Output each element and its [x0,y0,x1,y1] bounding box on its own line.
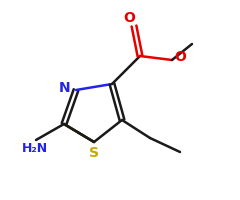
Text: S: S [89,146,99,160]
Text: O: O [123,11,135,25]
Text: H₂N: H₂N [22,142,48,156]
Text: N: N [59,81,71,95]
Text: O: O [174,50,186,64]
